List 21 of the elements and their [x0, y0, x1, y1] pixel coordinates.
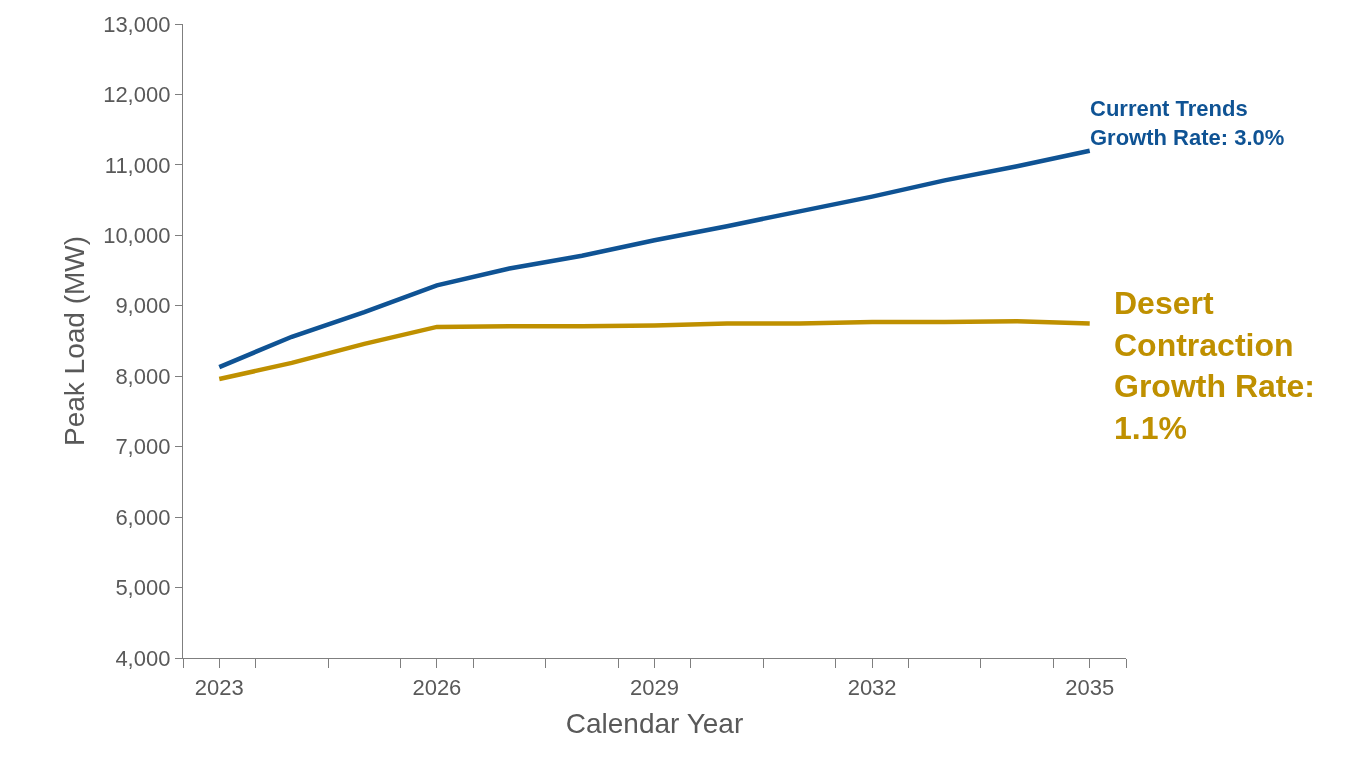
x-tick-label: 2032	[847, 674, 897, 700]
y-tick-label: 13,000	[103, 11, 171, 37]
y-tick-label: 4,000	[115, 645, 171, 671]
y-tick-label: 9,000	[115, 293, 171, 319]
y-tick-label: 8,000	[115, 363, 171, 389]
annotation: Current Trends Growth Rate: 3.0%	[1090, 96, 1285, 150]
y-tick-label: 7,000	[115, 434, 171, 460]
line-series	[217, 148, 1092, 370]
y-tick-label: 5,000	[115, 575, 171, 601]
y-axis-title: Peak Load (MW)	[58, 235, 90, 447]
y-tick-label: 10,000	[103, 223, 171, 249]
annotation: Desert Contraction Growth Rate: 1.1%	[1114, 285, 1315, 446]
x-tick-label: 2029	[630, 674, 679, 700]
y-tick-label: 6,000	[115, 504, 171, 530]
x-tick-label: 2023	[194, 674, 244, 700]
x-tick-label: 2035	[1065, 674, 1115, 700]
x-tick-label: 2026	[412, 674, 462, 700]
x-axis-title: Calendar Year	[565, 707, 744, 739]
line-series	[217, 319, 1092, 382]
y-tick-label: 11,000	[104, 152, 171, 178]
y-tick-label: 12,000	[103, 82, 171, 108]
